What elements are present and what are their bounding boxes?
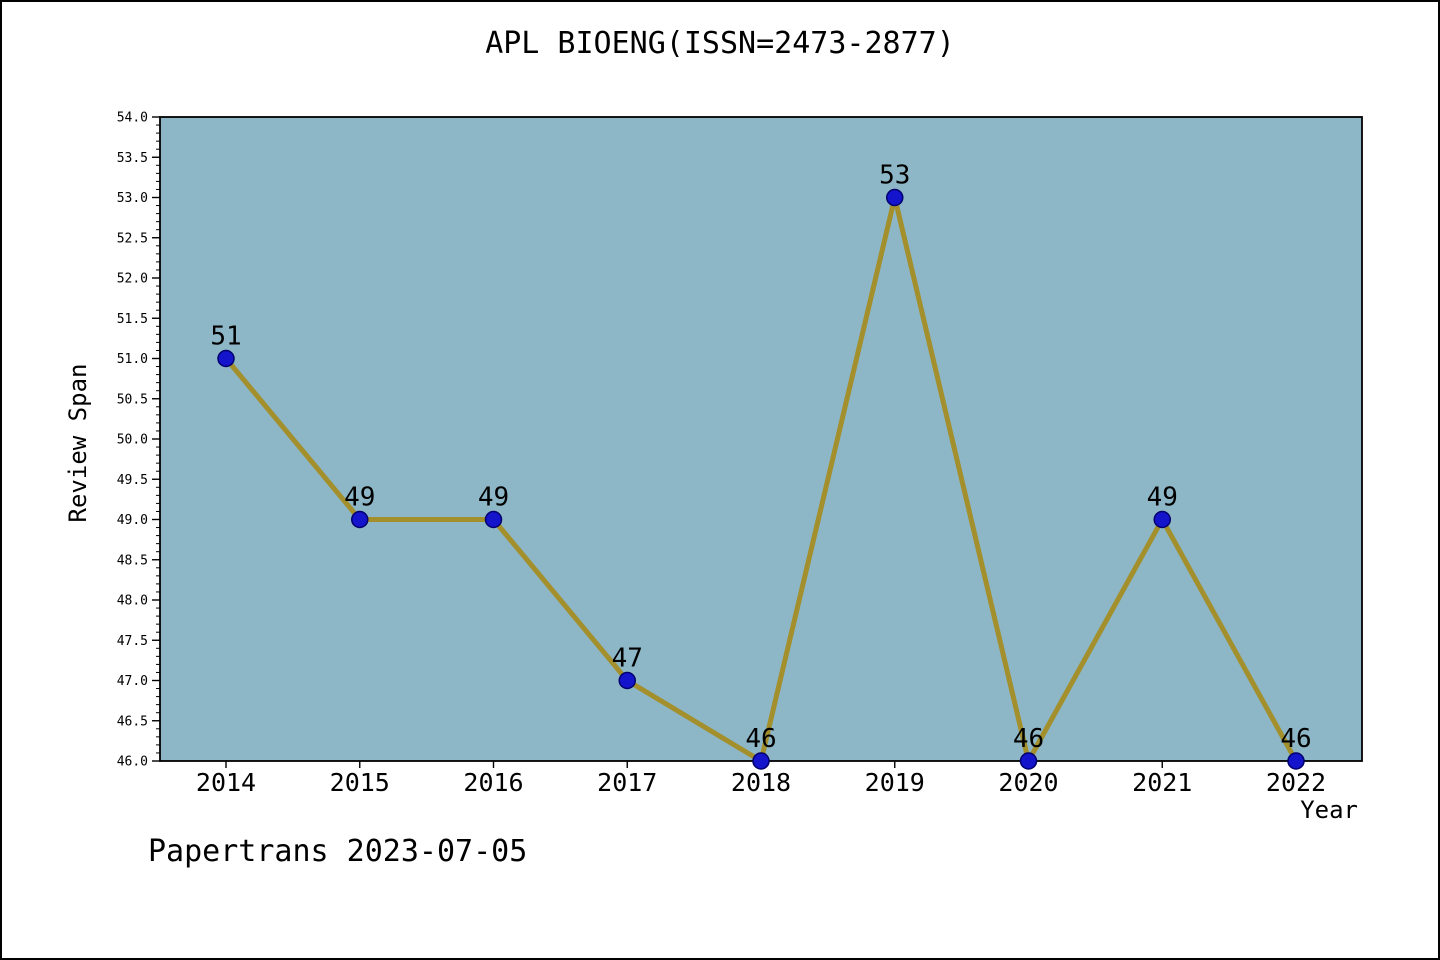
data-point-marker — [618, 671, 636, 690]
y-tick-label: 53.5 — [117, 151, 148, 166]
y-tick-label: 51.0 — [117, 352, 148, 367]
y-tick-label: 54.0 — [117, 111, 148, 126]
x-tick-label: 2018 — [731, 768, 791, 797]
data-point-label: 49 — [478, 483, 509, 513]
data-point-label: 47 — [612, 644, 643, 674]
watermark-text: Papertrans 2023-07-05 — [148, 834, 528, 869]
y-tick-label: 52.5 — [117, 231, 148, 246]
data-point-marker — [752, 752, 770, 770]
y-tick-label: 46.5 — [117, 714, 148, 729]
y-tick-label: 51.5 — [117, 312, 148, 327]
data-point-label: 46 — [1280, 724, 1311, 754]
data-point-marker — [1019, 752, 1038, 770]
data-point-label: 49 — [1147, 483, 1178, 513]
y-tick-label: 48.5 — [117, 553, 148, 568]
data-point-label: 53 — [879, 161, 910, 191]
y-tick-label: 49.5 — [117, 473, 148, 488]
y-tick-label: 47.0 — [117, 674, 148, 689]
x-tick-label: 2017 — [597, 768, 657, 797]
x-tick-label: 2020 — [998, 768, 1058, 797]
data-point-marker — [886, 188, 904, 207]
data-point-marker — [217, 349, 235, 368]
x-tick-label: 2014 — [196, 768, 256, 797]
y-tick-label: 50.0 — [117, 433, 148, 448]
data-point-marker — [1287, 752, 1305, 770]
y-tick-label: 49.0 — [117, 513, 148, 528]
data-point-label: 51 — [210, 322, 241, 352]
data-point-label: 49 — [344, 483, 375, 513]
data-point-marker — [1153, 510, 1171, 529]
x-tick-label: 2019 — [865, 768, 925, 797]
x-tick-label: 2022 — [1266, 768, 1326, 797]
y-tick-label: 46.0 — [117, 755, 148, 770]
data-point-marker — [351, 510, 369, 529]
data-point-marker — [484, 510, 503, 529]
data-point-label: 46 — [1013, 724, 1044, 754]
x-tick-label: 2015 — [330, 768, 390, 797]
data-point-label: 46 — [745, 724, 776, 754]
x-tick-label: 2021 — [1132, 768, 1192, 797]
y-tick-label: 47.5 — [117, 634, 148, 649]
x-tick-label: 2016 — [463, 768, 523, 797]
y-tick-label: 52.0 — [117, 272, 148, 287]
y-tick-label: 50.5 — [117, 392, 148, 407]
plot-area — [159, 116, 1363, 762]
chart-title: APL BIOENG(ISSN=2473-2877) — [485, 26, 955, 61]
y-tick-label: 48.0 — [117, 594, 148, 609]
y-tick-label: 53.0 — [117, 191, 148, 206]
y-axis-label: Review Span — [64, 363, 92, 523]
x-axis-label: Year — [1300, 796, 1358, 824]
